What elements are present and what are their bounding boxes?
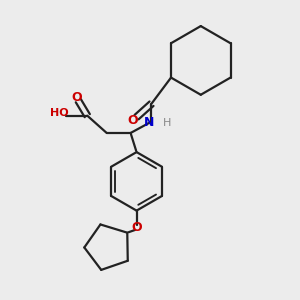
Text: N: N	[144, 116, 154, 129]
Text: O: O	[128, 114, 138, 127]
Text: HO: HO	[50, 108, 68, 118]
Text: O: O	[71, 91, 82, 104]
Text: O: O	[131, 220, 142, 233]
Text: H: H	[163, 118, 171, 128]
